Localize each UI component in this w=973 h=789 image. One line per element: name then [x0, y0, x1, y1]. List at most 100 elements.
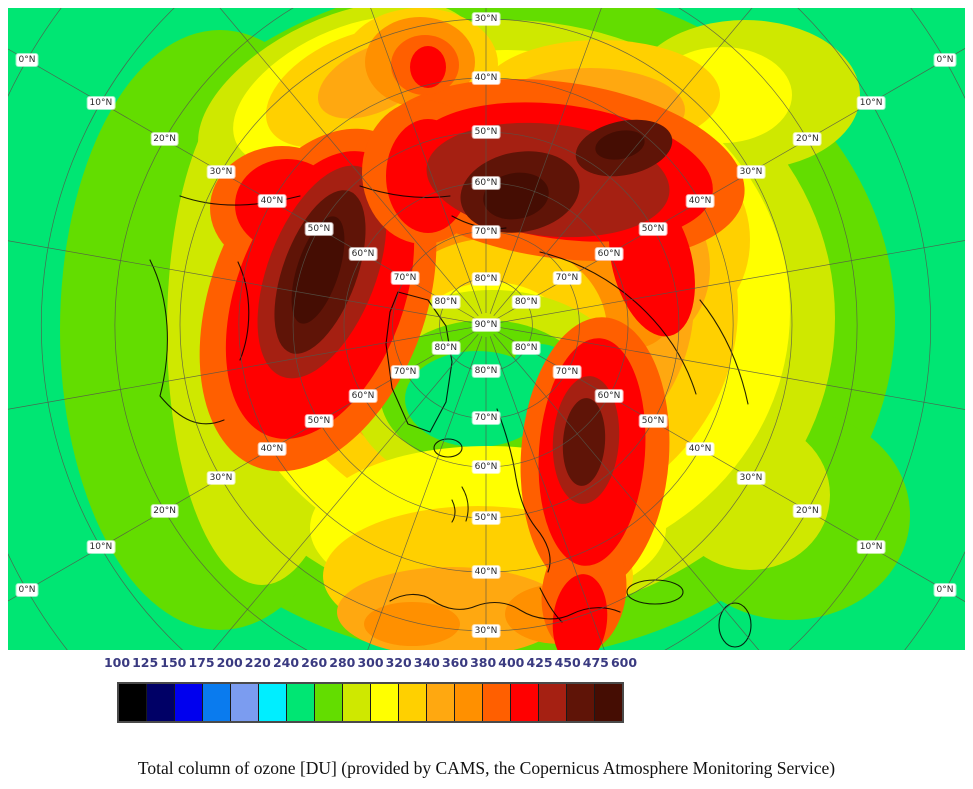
latitude-label: 80°N: [512, 342, 540, 355]
legend-color-cell: [399, 684, 427, 721]
legend-tick-label: 240: [272, 655, 300, 670]
latitude-label: 60°N: [472, 461, 500, 473]
legend-tick-label: 280: [329, 655, 356, 670]
meridian-line: [219, 8, 479, 317]
meridian-line: [212, 333, 479, 650]
latitude-label: 40°N: [258, 442, 286, 455]
latitude-label: 80°N: [512, 295, 540, 308]
legend-ticks: 100 125 150 175 200 220 240 260 280 300 320 340 360 3…: [0, 655, 973, 673]
meridian-line: [489, 8, 602, 314]
latitude-label: 0°N: [16, 584, 38, 596]
latitude-label: 30°N: [207, 166, 235, 178]
legend-color-cell: [147, 684, 175, 721]
legend-color-cell: [203, 684, 231, 721]
latitude-label: 80°N: [432, 342, 460, 355]
legend-tick-label: 125: [132, 655, 159, 670]
legend-tick-label: 380: [470, 655, 497, 670]
latitude-label: 50°N: [472, 511, 500, 524]
latitude-label: 40°N: [472, 566, 500, 579]
legend-color-cell: [343, 684, 371, 721]
latitude-label: 40°N: [686, 442, 714, 455]
latitude-label: 10°N: [857, 541, 885, 554]
latitude-label: 70°N: [553, 365, 581, 378]
legend-tick-label: 400: [498, 655, 525, 670]
legend-tick-label: 340: [413, 655, 440, 670]
coastline-britain: [451, 486, 469, 523]
legend-tick-label: 475: [582, 655, 609, 670]
latitude-label: 80°N: [472, 365, 500, 378]
latitude-label: 10°N: [857, 96, 885, 109]
latitude-label: 50°N: [305, 415, 333, 428]
meridian-line: [493, 8, 753, 317]
legend-tick-label: 300: [357, 655, 384, 670]
meridian-line: [8, 326, 475, 410]
coastline-eurasia-arctic: [539, 251, 749, 405]
latitude-label: 80°N: [472, 272, 500, 285]
coastline-scandinavia: [496, 408, 551, 573]
meridian-line: [367, 336, 483, 650]
latitude-label: 30°N: [737, 471, 765, 484]
latitude-label: 50°N: [305, 222, 333, 235]
meridian-line: [8, 240, 475, 324]
coastlines: [149, 185, 752, 648]
latitude-label: 90°N: [472, 319, 500, 331]
meridian-line: [497, 240, 965, 324]
meridian-line: [489, 336, 605, 650]
latitude-label: 40°N: [686, 195, 714, 208]
legend-bar: [117, 682, 624, 723]
latitude-label: 60°N: [472, 176, 500, 189]
latitude-label: 40°N: [472, 71, 500, 84]
map-caption: Total column of ozone [DU] (provided by …: [137, 758, 836, 778]
legend-tick-label: 425: [526, 655, 553, 670]
coastline-iceland: [433, 438, 463, 458]
latitude-label: 60°N: [595, 390, 623, 402]
legend-color-cell: [595, 684, 622, 721]
latitude-label: 0°N: [934, 584, 956, 596]
legend-color-cell: [455, 684, 483, 721]
legend-tick-label: 600: [610, 655, 638, 670]
latitude-label: 30°N: [472, 624, 500, 637]
latitude-label: 70°N: [391, 272, 419, 285]
latitude-circle: [114, 8, 858, 650]
latitude-label: 70°N: [472, 225, 500, 238]
legend-color-cell: [511, 684, 539, 721]
coastline-mediterranean: [389, 587, 621, 623]
meridian-line: [370, 8, 483, 314]
latitude-label: 20°N: [151, 133, 178, 146]
legend-tick-label: 450: [554, 655, 581, 670]
legend-color-cell: [259, 684, 287, 721]
latitude-label: 0°N: [16, 54, 38, 66]
latitude-label: 60°N: [349, 247, 377, 260]
latitude-label: 60°N: [349, 390, 377, 402]
latitude-label: 50°N: [639, 415, 667, 428]
legend-color-cell: [567, 684, 595, 721]
latitude-label: 60°N: [595, 247, 623, 260]
legend-color-cell: [175, 684, 203, 721]
latitude-label: 30°N: [737, 166, 765, 178]
latitude-circle: [41, 8, 931, 650]
legend-color-cell: [427, 684, 455, 721]
latitude-label: 40°N: [258, 195, 286, 208]
coastline-north-america: [149, 195, 301, 425]
legend-color-cell: [315, 684, 343, 721]
ozone-max-top-centre: [391, 35, 459, 95]
latitude-label: 20°N: [794, 133, 821, 146]
latitude-label: 20°N: [151, 504, 178, 517]
legend-color-cell: [371, 684, 399, 721]
latitude-label: 50°N: [639, 222, 667, 235]
legend-tick-label: 220: [244, 655, 271, 670]
legend-tick-label: 200: [216, 655, 243, 670]
legend-tick-label: 175: [188, 655, 215, 670]
legend-color-cell: [231, 684, 259, 721]
latitude-label: 70°N: [472, 412, 500, 425]
legend-tick-label: 320: [385, 655, 412, 670]
latitude-label: 30°N: [472, 13, 500, 25]
latitude-label: 70°N: [391, 365, 419, 378]
latitude-label: 70°N: [553, 272, 581, 285]
coastline-black-caspian-seas: [626, 579, 752, 648]
latitude-label: 50°N: [472, 126, 500, 139]
legend-color-cell: [539, 684, 567, 721]
legend-tick-label: 260: [301, 655, 328, 670]
latitude-label: 10°N: [87, 96, 115, 109]
